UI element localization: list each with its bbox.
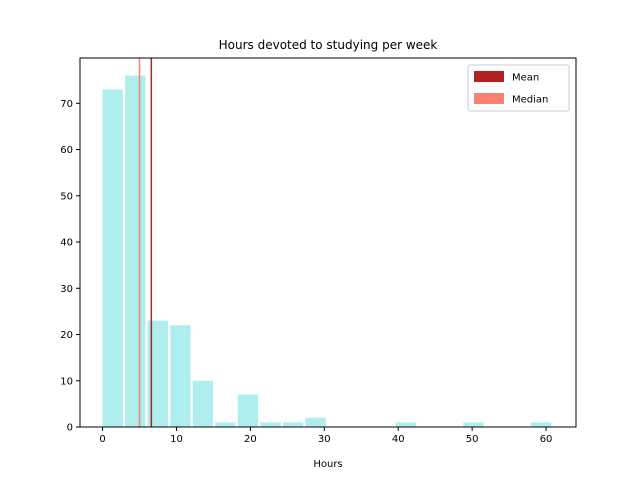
histogram-bar <box>170 325 191 427</box>
histogram-bar <box>125 75 146 428</box>
histogram-bar <box>282 422 304 427</box>
y-tick-label: 30 <box>60 284 73 295</box>
y-tick-label: 40 <box>60 238 73 249</box>
histogram-bar <box>215 422 236 427</box>
histogram-bar <box>530 422 552 427</box>
chart-title: Hours devoted to studying per week <box>219 38 438 52</box>
histogram-bar <box>237 394 259 427</box>
legend-swatch <box>474 71 504 82</box>
histogram-bar <box>102 89 123 428</box>
x-tick-label: 10 <box>170 434 183 445</box>
y-tick-label: 20 <box>60 330 73 341</box>
y-tick-label: 70 <box>60 99 73 110</box>
y-tick-label: 10 <box>60 376 73 387</box>
x-tick-label: 60 <box>540 434 553 445</box>
legend: Mean Median <box>467 64 570 112</box>
x-tick-label: 40 <box>392 434 405 445</box>
x-tick-label: 30 <box>318 434 331 445</box>
y-tick-label: 50 <box>60 191 73 202</box>
x-tick-label: 50 <box>466 434 479 445</box>
legend-label: Mean <box>512 73 539 84</box>
bars-layer <box>102 75 552 428</box>
ticks: 0 10 20 30 40 50 60 0 10 20 30 40 50 60 70 <box>60 99 552 445</box>
legend-label: Median <box>512 95 548 106</box>
histogram-bar <box>463 422 484 427</box>
x-tick-label: 0 <box>99 434 105 445</box>
x-tick-label: 20 <box>244 434 257 445</box>
reference-lines <box>138 58 153 427</box>
legend-swatch <box>474 93 504 104</box>
x-axis-label: Hours <box>313 459 342 470</box>
histogram-bar <box>147 320 168 427</box>
histogram-bar <box>305 417 326 427</box>
histogram-bar <box>260 422 281 427</box>
y-tick-label: 60 <box>60 145 73 156</box>
histogram-bar <box>192 380 214 427</box>
histogram-bar <box>395 422 416 427</box>
y-tick-label: 0 <box>67 423 73 434</box>
